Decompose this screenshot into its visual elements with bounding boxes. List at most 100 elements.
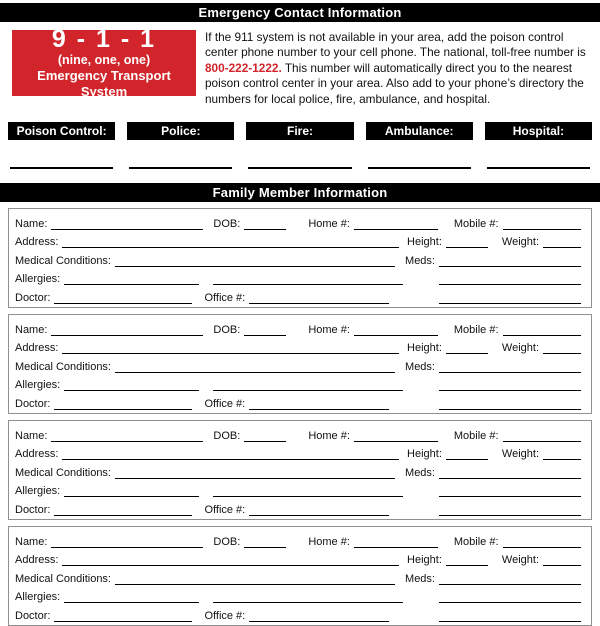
member-row-address: Address: Height: Weight: <box>15 339 581 358</box>
allergies-label: Allergies: <box>15 379 61 392</box>
medical-conditions-line <box>115 371 396 373</box>
mobile-phone-label: Mobile #: <box>453 323 499 336</box>
dob-line <box>244 440 287 442</box>
allergies-line <box>64 601 200 604</box>
contact-label-fire: Fire: <box>246 122 354 141</box>
mobile-phone-line <box>502 546 581 548</box>
intro-text-before: If the 911 system is not available in yo… <box>205 30 586 60</box>
medical-conditions-line <box>115 265 396 267</box>
address-label: Address: <box>15 554 59 567</box>
address-label: Address: <box>15 448 59 461</box>
meds-continuation-line <box>439 408 581 410</box>
allergies-continuation-line <box>213 495 404 498</box>
member-row-allergies: Allergies: <box>15 376 581 395</box>
office-phone-label: Office #: <box>204 504 246 516</box>
mobile-phone-label: Mobile #: <box>453 429 499 442</box>
contact-labels-row: Poison Control: Police: Fire: Ambulance:… <box>8 122 593 141</box>
family-members-list: Name: DOB: Home #: Mobile #: Address: He… <box>0 208 600 626</box>
doctor-line <box>54 514 193 516</box>
family-member-block: Name: DOB: Home #: Mobile #: Address: He… <box>8 420 592 521</box>
emergency-contact-header: Emergency Contact Information <box>0 3 600 22</box>
intro-text-after: This number will automatically direct yo… <box>205 60 584 106</box>
meds-continuation-line <box>439 283 581 286</box>
member-row-medical: Medical Conditions: Meds: <box>15 251 581 270</box>
mobile-phone-line <box>502 334 581 336</box>
doctor-line <box>54 620 193 622</box>
home-phone-label: Home #: <box>308 217 350 230</box>
meds-label: Meds: <box>405 466 435 479</box>
meds-label: Meds: <box>405 254 435 267</box>
meds-continuation-line <box>439 601 581 604</box>
medical-conditions-line <box>115 477 396 479</box>
911-number: 9 - 1 - 1 <box>51 25 157 53</box>
911-caption: Emergency Transport System <box>37 68 171 99</box>
member-row-address: Address: Height: Weight: <box>15 551 581 570</box>
family-member-block: Name: DOB: Home #: Mobile #: Address: He… <box>8 314 592 415</box>
height-line <box>445 352 488 355</box>
name-line <box>51 546 204 548</box>
weight-line <box>543 352 581 355</box>
member-row-medical: Medical Conditions: Meds: <box>15 569 581 588</box>
member-row-name: Name: DOB: Home #: Mobile #: <box>15 426 581 445</box>
contact-label-ambulance: Ambulance: <box>365 122 473 141</box>
address-line <box>62 246 400 249</box>
name-label: Name: <box>15 217 48 230</box>
name-label: Name: <box>15 535 48 548</box>
dob-line <box>244 334 287 336</box>
allergies-label: Allergies: <box>15 485 61 498</box>
allergies-continuation-line <box>213 389 404 392</box>
height-line <box>445 246 488 249</box>
contact-blanks-row <box>8 167 592 170</box>
address-label: Address: <box>15 236 59 249</box>
contact-blank-line <box>367 167 471 170</box>
contact-label-hospital: Hospital: <box>484 122 593 141</box>
name-line <box>51 334 204 336</box>
office-phone-line <box>249 620 390 622</box>
height-label: Height: <box>407 448 442 461</box>
911-subtitle: (nine, one, one) <box>57 53 151 67</box>
meds-label: Meds: <box>405 572 435 585</box>
mobile-phone-line <box>502 228 581 230</box>
member-row-doctor: Doctor: Office #: <box>15 394 581 413</box>
doctor-label: Doctor: <box>15 504 51 516</box>
allergies-continuation-line <box>213 283 404 286</box>
contact-blank-line <box>248 167 352 170</box>
member-row-allergies: Allergies: <box>15 588 581 607</box>
contact-blank-line <box>10 167 114 170</box>
poison-control-paragraph: If the 911 system is not available in yo… <box>205 30 590 107</box>
contact-label-police: Police: <box>127 122 235 141</box>
name-line <box>51 440 204 442</box>
dob-line <box>244 546 287 548</box>
member-row-doctor: Doctor: Office #: <box>15 500 581 519</box>
intro-section: 9 - 1 - 1 (nine, one, one) Emergency Tra… <box>12 26 590 107</box>
doctor-line <box>54 408 193 410</box>
address-line <box>62 352 400 355</box>
meds-line <box>439 477 581 479</box>
weight-label: Weight: <box>501 236 539 249</box>
mobile-phone-label: Mobile #: <box>453 217 499 230</box>
medical-conditions-line <box>115 583 396 585</box>
medical-conditions-label: Medical Conditions: <box>15 466 111 479</box>
allergies-label: Allergies: <box>15 273 61 286</box>
address-line <box>62 458 400 461</box>
height-label: Height: <box>407 554 442 567</box>
meds-label: Meds: <box>405 360 435 373</box>
emergency-contact-header-title: Emergency Contact Information <box>198 5 402 20</box>
height-line <box>445 564 488 567</box>
home-phone-line <box>353 440 438 442</box>
weight-line <box>543 458 581 461</box>
allergies-line <box>64 283 200 286</box>
meds-continuation-line <box>439 389 581 392</box>
name-label: Name: <box>15 323 48 336</box>
medical-conditions-label: Medical Conditions: <box>15 254 111 267</box>
doctor-label: Doctor: <box>15 398 51 410</box>
member-row-address: Address: Height: Weight: <box>15 233 581 252</box>
weight-label: Weight: <box>501 554 539 567</box>
home-phone-line <box>353 228 438 230</box>
mobile-phone-line <box>502 440 581 442</box>
member-row-allergies: Allergies: <box>15 270 581 289</box>
member-row-allergies: Allergies: <box>15 482 581 501</box>
meds-line <box>439 371 581 373</box>
family-member-header: Family Member Information <box>0 183 600 203</box>
family-member-block: Name: DOB: Home #: Mobile #: Address: He… <box>8 208 592 309</box>
